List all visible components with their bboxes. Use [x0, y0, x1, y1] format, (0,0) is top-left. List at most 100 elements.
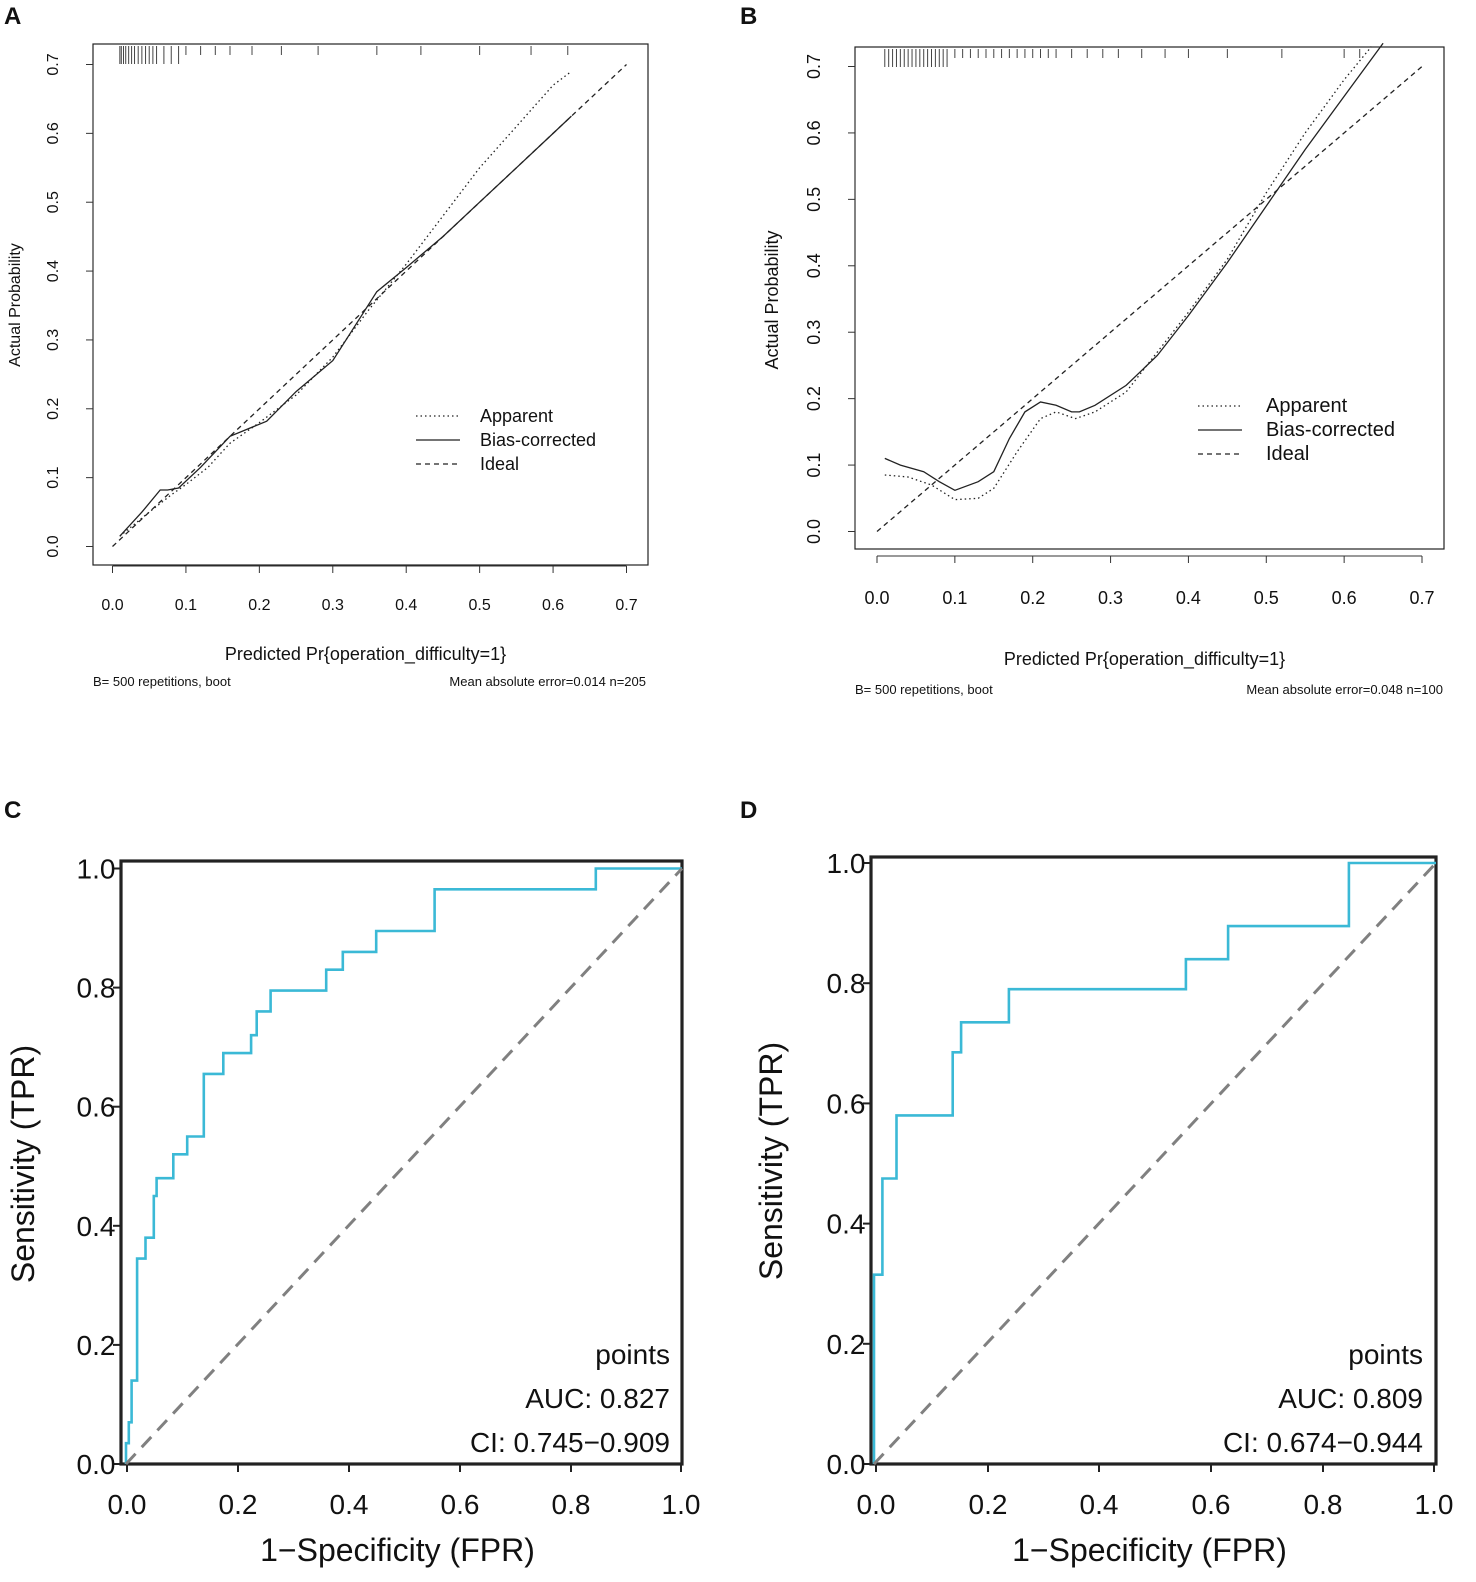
- x-tick-label: 0.4: [1176, 588, 1201, 608]
- x-tick-label: 0.6: [441, 1489, 480, 1520]
- y-axis-label: Actual Probability: [762, 230, 782, 369]
- y-tick-label: 0.0: [45, 535, 62, 557]
- annotation-text: CI: 0.674−0.944: [1223, 1427, 1423, 1458]
- panel-label-d: D: [740, 797, 757, 824]
- y-tick-label: 0.6: [804, 120, 824, 145]
- plot-frame: [869, 855, 1438, 1466]
- y-tick-label: 0.3: [804, 320, 824, 345]
- x-axis-label: Predicted Pr{operation_difficulty=1}: [1004, 649, 1285, 670]
- footnote-left: B= 500 repetitions, boot: [93, 674, 231, 689]
- series-line-bias-corrected: [119, 115, 572, 537]
- y-axis-label: Sensitivity (TPR): [753, 1042, 789, 1280]
- series-line-reference: [872, 861, 1438, 1466]
- series-line-apparent: [884, 46, 1372, 501]
- panel-label-b: B: [740, 3, 757, 30]
- x-tick-label: 1.0: [1415, 1489, 1454, 1520]
- annotation-text: CI: 0.745−0.909: [470, 1427, 670, 1458]
- y-tick-label: 0.0: [827, 1449, 866, 1480]
- y-tick-label: 0.2: [45, 398, 62, 420]
- x-tick-label: 0.5: [469, 597, 491, 614]
- footnote-right: Mean absolute error=0.048 n=100: [1246, 682, 1443, 697]
- x-tick-label: 0.1: [175, 597, 197, 614]
- y-axis-label: Sensitivity (TPR): [5, 1045, 41, 1283]
- y-tick-label: 0.8: [77, 973, 116, 1004]
- y-tick-label: 0.7: [45, 53, 62, 75]
- x-tick-label: 0.7: [615, 597, 637, 614]
- x-tick-label: 0.4: [330, 1489, 369, 1520]
- y-axis-label: Actual Probability: [7, 243, 24, 367]
- series-line-roc: [124, 867, 682, 1464]
- legend-label: Ideal: [1266, 443, 1309, 465]
- y-tick-label: 0.1: [45, 466, 62, 488]
- annotation-text: AUC: 0.809: [1278, 1383, 1423, 1414]
- x-tick-label: 0.8: [1304, 1489, 1343, 1520]
- roc-plot-d: 0.0 0.2 0.4 0.6 0.8 1.0 0.0 0.2 0.4 0.6 0.8 1.0 1−Sp…: [753, 848, 1453, 1568]
- panel-label-a: A: [4, 3, 21, 30]
- plot-frame: [854, 46, 1445, 550]
- y-tick-label: 0.4: [77, 1211, 116, 1242]
- y-tick-label: 0.4: [827, 1209, 866, 1240]
- footnote-left: B= 500 repetitions, boot: [855, 682, 993, 697]
- x-axis-label: Predicted Pr{operation_difficulty=1}: [225, 644, 506, 665]
- y-tick-label: 0.4: [45, 260, 62, 282]
- x-tick-label: 0.6: [1332, 588, 1357, 608]
- y-tick-label: 1.0: [827, 848, 866, 879]
- x-axis-label: 1−Specificity (FPR): [1012, 1532, 1287, 1568]
- x-tick-label: 0.0: [101, 597, 123, 614]
- x-tick-label: 0.2: [969, 1489, 1008, 1520]
- footnote-right: Mean absolute error=0.014 n=205: [449, 674, 646, 689]
- y-tick-label: 0.5: [804, 187, 824, 212]
- x-tick-label: 0.0: [864, 588, 889, 608]
- y-tick-label: 0.1: [804, 453, 824, 478]
- x-tick-label: 0.3: [1098, 588, 1123, 608]
- x-tick-label: 0.3: [322, 597, 344, 614]
- x-tick-label: 0.1: [942, 588, 967, 608]
- x-tick-label: 0.0: [108, 1489, 147, 1520]
- y-tick-label: 0.6: [45, 122, 62, 144]
- x-tick-label: 0.5: [1254, 588, 1279, 608]
- y-tick-label: 0.2: [77, 1330, 116, 1361]
- x-tick-label: 0.8: [552, 1489, 591, 1520]
- x-tick-label: 0.2: [248, 597, 270, 614]
- x-tick-label: 0.0: [857, 1489, 896, 1520]
- x-tick-label: 0.7: [1409, 588, 1434, 608]
- legend-label: Apparent: [1266, 395, 1348, 417]
- x-tick-label: 0.6: [1192, 1489, 1231, 1520]
- x-axis-label: 1−Specificity (FPR): [260, 1532, 535, 1568]
- calibration-plot-a: 0.0 0.1 0.2 0.3 0.4 0.5 0.6 0.7 0.0 0.1 0.2 0.3 0.4 0…: [7, 43, 649, 689]
- legend-label: Bias-corrected: [1266, 419, 1395, 441]
- legend-label: Apparent: [480, 406, 553, 426]
- y-tick-label: 0.7: [804, 54, 824, 79]
- x-tick-label: 0.4: [395, 597, 417, 614]
- y-tick-label: 0.6: [77, 1092, 116, 1123]
- y-tick-label: 0.0: [77, 1449, 116, 1480]
- plot-frame: [119, 859, 684, 1466]
- series-line-roc: [872, 861, 1436, 1464]
- series-line-ideal: [112, 64, 627, 547]
- series-line-ideal: [876, 66, 1423, 532]
- x-tick-label: 0.4: [1080, 1489, 1119, 1520]
- roc-plot-c: 0.0 0.2 0.4 0.6 0.8 1.0 0.0 0.2 0.4 0.6 0.8 1.0 1−Sp…: [5, 854, 700, 1569]
- y-tick-label: 0.8: [827, 968, 866, 999]
- series-line-bias-corrected: [884, 42, 1384, 492]
- y-tick-label: 0.0: [804, 519, 824, 544]
- y-tick-label: 0.5: [45, 191, 62, 213]
- y-tick-label: 0.6: [827, 1088, 866, 1119]
- annotation-text: points: [595, 1339, 670, 1370]
- y-tick-label: 0.4: [804, 253, 824, 278]
- x-tick-label: 0.2: [1020, 588, 1045, 608]
- series-line-reference: [124, 867, 684, 1466]
- legend-label: Ideal: [480, 454, 519, 474]
- x-tick-label: 0.2: [219, 1489, 258, 1520]
- x-tick-label: 1.0: [662, 1489, 701, 1520]
- y-tick-label: 0.2: [804, 386, 824, 411]
- y-tick-label: 0.2: [827, 1329, 866, 1360]
- annotation-text: AUC: 0.827: [525, 1383, 670, 1414]
- x-tick-label: 0.6: [542, 597, 564, 614]
- annotation-text: points: [1348, 1339, 1423, 1370]
- calibration-plot-b: 0.0 0.1 0.2 0.3 0.4 0.5 0.6 0.7 0.0 0.1 0.2 0.3 0.4 0…: [762, 42, 1445, 697]
- legend-label: Bias-corrected: [480, 430, 596, 450]
- y-tick-label: 1.0: [77, 854, 116, 885]
- panel-label-c: C: [4, 797, 21, 824]
